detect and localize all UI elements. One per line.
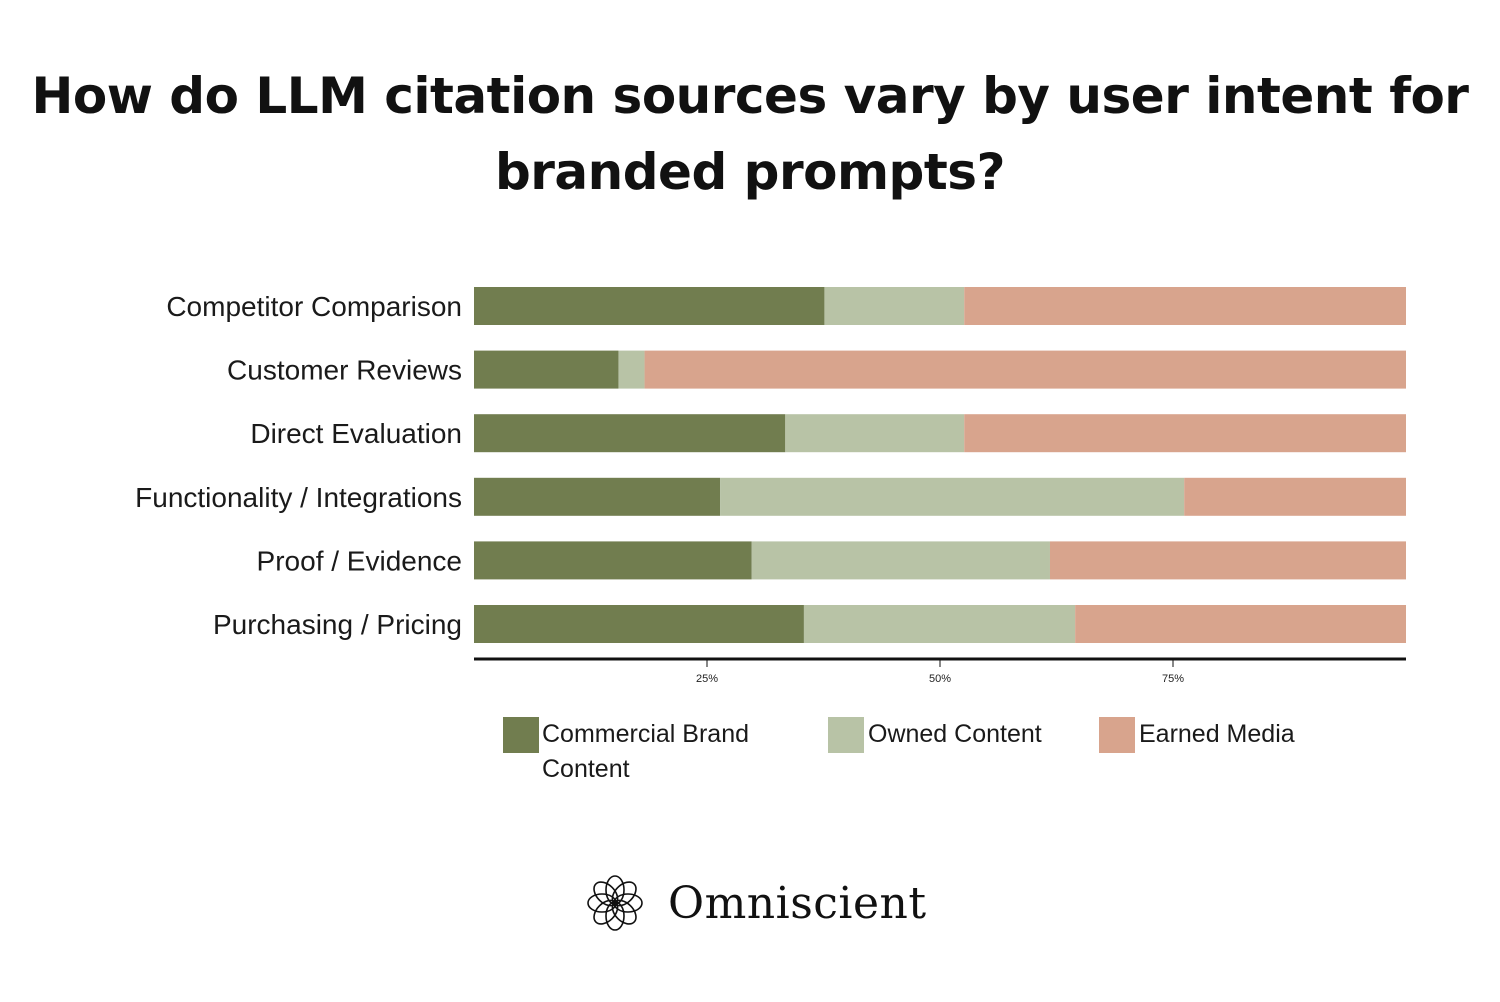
bar-earned-media-1 xyxy=(964,287,1406,325)
category-labels: Competitor Comparison Customer Reviews Dir… xyxy=(135,291,462,640)
bar-owned-content-3 xyxy=(785,414,965,453)
category-label: Proof / Evidence xyxy=(257,545,462,576)
bar-commercial-brand-content-5 xyxy=(474,541,752,580)
bar-owned-content-1 xyxy=(824,287,965,325)
bars-layer xyxy=(474,287,1406,643)
x-tick-label: 25% xyxy=(696,673,718,685)
bar-earned-media-5 xyxy=(1049,541,1406,580)
brand-name: Omniscient xyxy=(668,877,927,929)
legend-swatch-owned xyxy=(828,717,864,753)
bar-earned-media-3 xyxy=(964,414,1406,453)
legend-label-commercial-line2: Content xyxy=(542,755,630,783)
legend-swatch-commercial xyxy=(503,717,539,753)
category-label: Customer Reviews xyxy=(227,355,462,386)
legend-label-commercial-line1: Commercial Brand xyxy=(542,720,749,748)
x-tick-label: 50% xyxy=(929,673,951,685)
bar-commercial-brand-content-6 xyxy=(474,605,804,643)
legend-label-earned: Earned Media xyxy=(1139,720,1295,748)
bar-owned-content-4 xyxy=(720,477,1185,516)
bar-earned-media-2 xyxy=(644,350,1406,389)
x-tick-label: 75% xyxy=(1162,673,1184,685)
category-label: Functionality / Integrations xyxy=(135,482,462,513)
chart-title: How do LLM citation sources vary by user… xyxy=(31,67,1469,201)
bar-owned-content-5 xyxy=(751,541,1050,580)
bar-commercial-brand-content-1 xyxy=(474,287,825,325)
x-axis-ticks: 25% 50% 75% xyxy=(696,659,1184,685)
category-label: Competitor Comparison xyxy=(166,291,462,322)
bar-earned-media-6 xyxy=(1075,605,1406,643)
bar-commercial-brand-content-4 xyxy=(474,477,721,516)
bar-commercial-brand-content-2 xyxy=(474,350,619,389)
legend-label-owned: Owned Content xyxy=(868,720,1042,748)
brand-lockup: Omniscient xyxy=(582,870,927,936)
bar-owned-content-6 xyxy=(803,605,1076,643)
bar-owned-content-2 xyxy=(618,350,645,389)
bar-commercial-brand-content-3 xyxy=(474,414,786,453)
knot-logo-icon xyxy=(587,875,643,931)
legend-swatch-earned xyxy=(1099,717,1135,753)
category-label: Direct Evaluation xyxy=(250,418,462,449)
category-label: Purchasing / Pricing xyxy=(213,609,462,640)
legend: Commercial Brand Content Owned Content E… xyxy=(503,717,1295,783)
bar-earned-media-4 xyxy=(1184,477,1406,516)
